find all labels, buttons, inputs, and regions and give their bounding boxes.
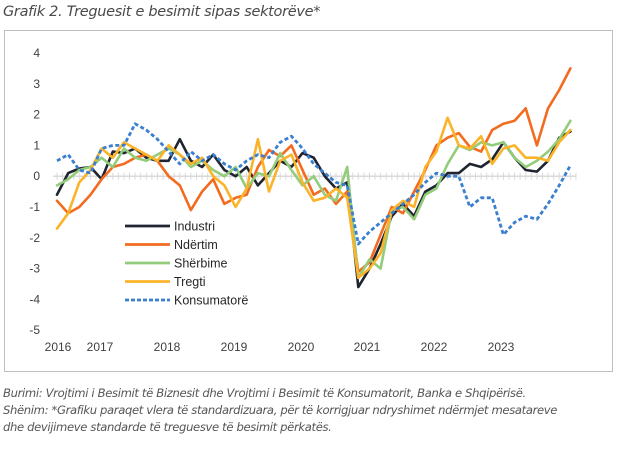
y-tick-label: 1 xyxy=(33,138,40,152)
series-line-ndrtim xyxy=(55,67,572,273)
y-tick-label: -2 xyxy=(29,231,40,245)
x-tick-label: 2018 xyxy=(154,340,181,354)
chart-notes: Burimi: Vrojtimi i Besimit të Biznesit d… xyxy=(3,385,619,436)
legend-label: Konsumatorë xyxy=(174,294,248,308)
x-tick-label: 2017 xyxy=(87,340,114,354)
legend: Industri Ndërtim Shërbime Tregti Konsumatorë xyxy=(125,220,248,308)
series-line-tregti xyxy=(55,116,572,280)
series-line-konsumator xyxy=(56,122,572,246)
y-tick-label: 4 xyxy=(33,46,40,60)
x-tick-label: 2023 xyxy=(488,340,515,354)
y-tick-label: -4 xyxy=(29,292,40,306)
y-tick-label: 2 xyxy=(33,108,40,122)
y-tick-label: 0 xyxy=(33,169,40,183)
x-axis-ticks: 2016 2017 2018 2019 2020 2021 2022 2023 xyxy=(45,340,515,354)
source-note: Burimi: Vrojtimi i Besimit të Biznesit d… xyxy=(3,386,526,400)
y-axis-ticks: 4 3 2 1 0 -1 -2 -3 -4 -5 xyxy=(29,46,40,337)
chart-title: Grafik 2. Treguesit e besimit sipas sekt… xyxy=(3,4,321,20)
legend-label: Industri xyxy=(174,220,215,234)
x-tick-label: 2022 xyxy=(421,340,448,354)
legend-label: Ndërtim xyxy=(174,238,218,252)
chart-frame xyxy=(4,30,613,372)
x-tick-label: 2019 xyxy=(221,340,248,354)
legend-label: Shërbime xyxy=(174,257,228,271)
y-tick-label: -5 xyxy=(29,323,40,337)
y-tick-label: -1 xyxy=(29,200,40,214)
footnote-line-2: dhe devijimeve standarde të treguesve të… xyxy=(3,420,332,434)
legend-label: Tregti xyxy=(174,275,206,289)
y-tick-label: -3 xyxy=(29,262,40,276)
x-tick-label: 2020 xyxy=(288,340,315,354)
footnote-line-1: Shënim: *Grafiku paraqet vlera të standa… xyxy=(3,403,558,417)
series-lines xyxy=(55,67,572,289)
x-tick-label: 2021 xyxy=(354,340,381,354)
y-tick-label: 3 xyxy=(33,77,40,91)
x-tick-label: 2016 xyxy=(45,340,72,354)
